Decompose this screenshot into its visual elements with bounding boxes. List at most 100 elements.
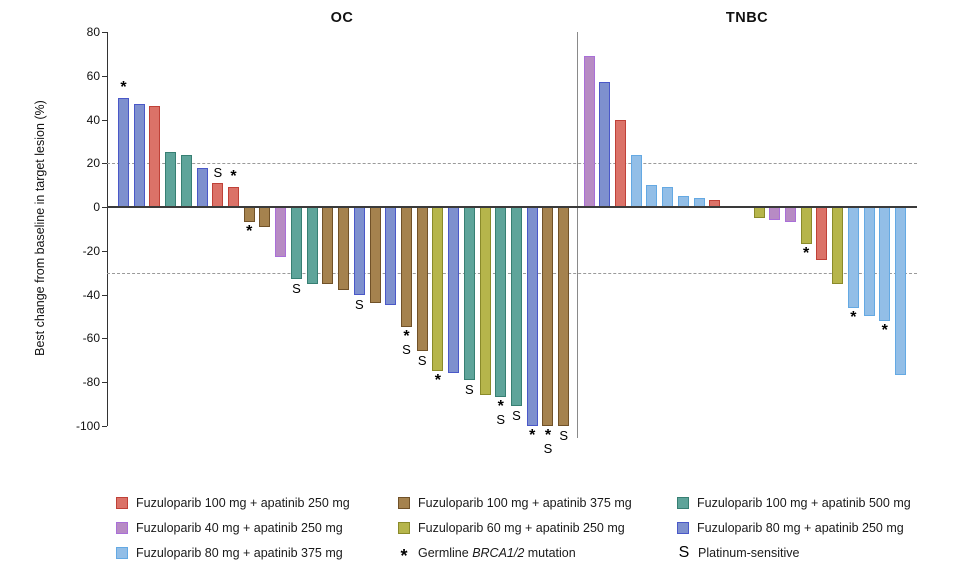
bar	[448, 207, 460, 374]
bar	[322, 207, 334, 284]
bar	[400, 207, 412, 328]
brca-mutation-mark: *	[434, 372, 441, 390]
s-symbol: S	[678, 543, 690, 561]
bar-marks: *	[429, 372, 447, 390]
bar-marks: *	[876, 322, 894, 338]
legend-item: S Platinum-sensitive	[677, 540, 911, 565]
bar	[196, 167, 208, 207]
y-tick	[102, 338, 107, 340]
legend-label: Platinum-sensitive	[698, 545, 800, 560]
bar	[463, 207, 475, 380]
legend-swatch	[398, 496, 410, 509]
bar	[118, 97, 129, 207]
y-axis-label: Best change from baseline in target lesi…	[33, 100, 47, 356]
bar	[479, 207, 491, 396]
y-tick-label: 20	[86, 156, 100, 171]
bar	[832, 207, 844, 284]
platinum-sensitive-mark: S	[496, 412, 506, 428]
bar	[385, 207, 397, 306]
reference-line	[107, 163, 917, 165]
panel-separator	[577, 32, 579, 438]
bar	[630, 154, 642, 207]
bar	[353, 207, 365, 295]
bar	[784, 207, 796, 223]
y-tick-label: -100	[75, 418, 100, 433]
y-tick	[102, 119, 107, 121]
bar	[614, 119, 626, 207]
legend-swatch	[398, 521, 410, 534]
bar-marks: *	[115, 79, 133, 95]
bar-marks: * S	[539, 426, 557, 455]
y-tick-label: 0	[93, 200, 100, 214]
brca-mutation-mark: *	[544, 426, 552, 444]
bar	[511, 207, 522, 407]
platinum-sensitive-mark: S	[512, 408, 521, 424]
platinum-sensitive-mark: S	[559, 427, 568, 443]
legend-item: Fuzuloparib 100 mg + apatinib 250 mg	[116, 490, 350, 515]
bar	[432, 207, 444, 372]
legend-swatch	[677, 496, 689, 509]
bar	[816, 207, 828, 260]
brca-mutation-mark: *	[246, 223, 253, 241]
panel-title-tnbc: TNBC	[725, 10, 769, 26]
legend-label: Fuzuloparib 100 mg + apatinib 250 mg	[136, 495, 350, 510]
bar	[212, 182, 224, 207]
legend-label: Germline BRCA1/2 mutation	[418, 545, 576, 560]
bar	[662, 187, 674, 207]
bar	[863, 207, 875, 317]
panel-title-oc: OC	[330, 10, 354, 26]
legend-swatch	[116, 496, 128, 509]
legend-column: Fuzuloparib 100 mg + apatinib 250 mg Fuzu…	[116, 490, 350, 565]
legend-column: Fuzuloparib 100 mg + apatinib 500 mg Fuzu…	[677, 490, 911, 565]
bar-marks: S	[460, 383, 478, 396]
bar	[800, 207, 812, 245]
legend-swatch	[116, 546, 128, 559]
bar-marks: S	[555, 429, 573, 442]
bar	[416, 207, 428, 352]
bar-marks: S	[350, 298, 368, 311]
platinum-sensitive-mark: S	[464, 381, 474, 397]
bar	[879, 207, 891, 321]
bar	[180, 154, 192, 207]
legend-item: Fuzuloparib 60 mg + apatinib 250 mg	[398, 515, 632, 540]
y-tick-label: -40	[82, 287, 100, 302]
bar-marks: * S	[397, 328, 415, 357]
brca-mutation-mark: *	[529, 426, 536, 444]
y-tick-label: -80	[82, 375, 100, 389]
bar	[165, 152, 177, 207]
y-tick	[102, 425, 107, 427]
bar-marks: S	[508, 409, 526, 422]
brca-mutation-mark: *	[403, 328, 410, 346]
y-tick	[102, 207, 107, 208]
bar-marks: S	[209, 166, 227, 179]
legend-swatch	[677, 521, 689, 534]
bar-marks: S	[413, 354, 431, 367]
bar	[369, 207, 381, 304]
bar	[769, 207, 781, 221]
y-tick	[102, 75, 107, 77]
platinum-sensitive-mark: S	[354, 296, 364, 312]
brca-mutation-mark: *	[850, 308, 857, 326]
y-tick-label: 60	[86, 68, 100, 83]
legend-item: Fuzuloparib 100 mg + apatinib 500 mg	[677, 490, 911, 515]
bar	[306, 207, 318, 284]
legend-label: Fuzuloparib 100 mg + apatinib 375 mg	[418, 495, 632, 510]
legend-item: * Germline BRCA1/2 mutation	[398, 540, 632, 567]
platinum-sensitive-mark: S	[213, 164, 223, 180]
bar-marks: *	[844, 308, 862, 326]
legend-item: Fuzuloparib 40 mg + apatinib 250 mg	[116, 515, 350, 540]
y-tick-label: 40	[86, 112, 100, 127]
bar	[646, 185, 658, 207]
legend-column: Fuzuloparib 100 mg + apatinib 375 mg Fuzu…	[398, 490, 632, 567]
bar	[526, 207, 538, 426]
y-tick-label: 80	[86, 25, 100, 39]
y-axis-line	[107, 32, 108, 426]
y-tick	[102, 32, 107, 33]
legend-label: Fuzuloparib 80 mg + apatinib 375 mg	[136, 545, 343, 560]
bar	[228, 187, 240, 207]
brca-mutation-mark: *	[230, 168, 237, 186]
bar	[542, 207, 554, 426]
y-tick	[102, 250, 107, 252]
asterisk-symbol: *	[400, 546, 408, 566]
